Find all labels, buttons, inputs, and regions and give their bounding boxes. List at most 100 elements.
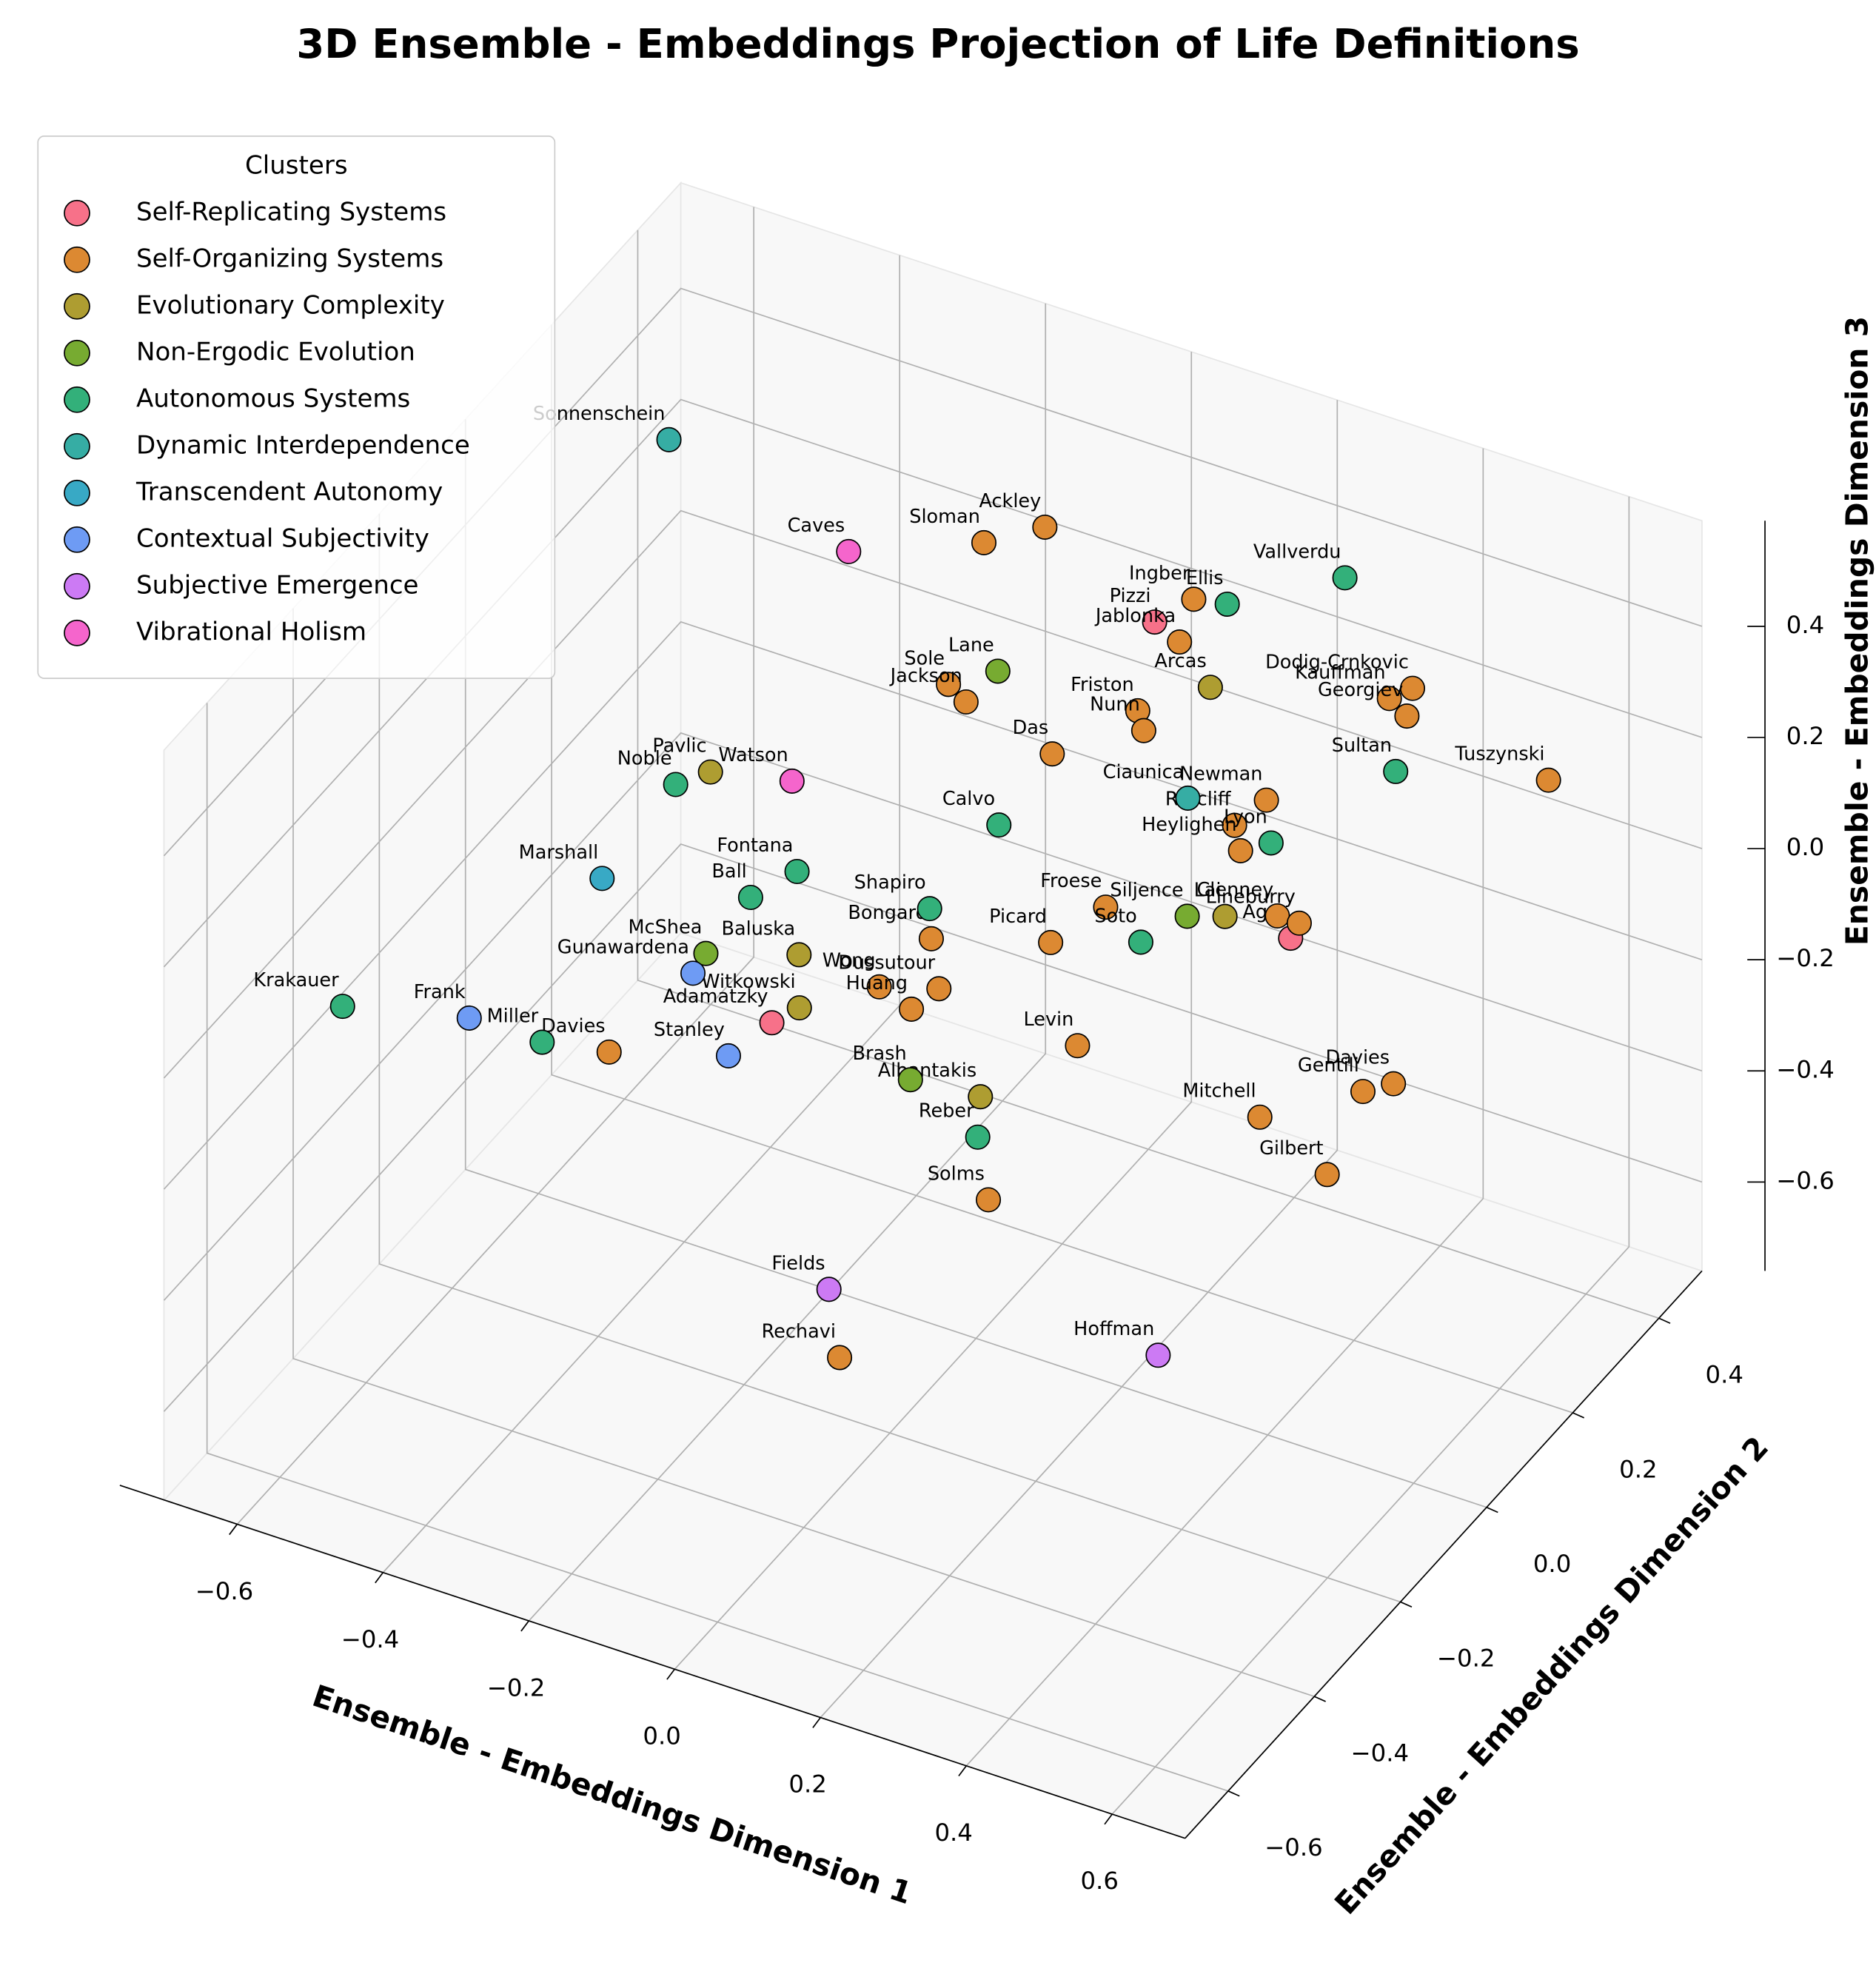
point-label: Lane (948, 634, 994, 656)
x-tick-label: −0.6 (195, 1577, 254, 1605)
point (1128, 929, 1153, 955)
x-tick (666, 1669, 675, 1680)
point-label: Krakauer (253, 969, 339, 991)
point (1381, 1071, 1407, 1097)
point (1212, 903, 1238, 929)
legend-marker (64, 479, 90, 506)
point-label: Gentili (1298, 1054, 1359, 1077)
points: PizziAdamatzkyAgarSlomanAckleyIngberJabl… (253, 403, 1561, 1371)
grid-line (163, 843, 1703, 1412)
z-tick-label: 0.2 (1786, 722, 1824, 750)
x-tick-label: −0.2 (487, 1673, 546, 1702)
point (1142, 609, 1168, 635)
point (1286, 910, 1312, 936)
point (786, 995, 812, 1021)
point-label: Fields (771, 1252, 825, 1274)
point (936, 672, 962, 698)
point (985, 658, 1011, 684)
z-tick-label: 0.0 (1786, 833, 1824, 861)
point (1065, 1033, 1091, 1059)
point (1032, 514, 1058, 540)
y-tick (1658, 1317, 1671, 1324)
point (1197, 675, 1223, 700)
legend-marker (64, 386, 90, 413)
point (1130, 717, 1156, 743)
point-label: Wong (823, 950, 876, 972)
grid-line (820, 400, 1339, 1719)
legend-label: Non-Ergodic Evolution (136, 337, 415, 367)
point-label: Dussutour (838, 951, 935, 974)
point (786, 942, 812, 968)
y-tick (1227, 1790, 1240, 1797)
point-label: Solms (928, 1163, 985, 1185)
legend-label: Self-Replicating Systems (136, 197, 446, 227)
point (1039, 741, 1065, 767)
point-label: Froese (1040, 870, 1102, 892)
point-label: Kauffman (1295, 661, 1385, 683)
grid-line (236, 207, 754, 1525)
point-label: Newman (1179, 763, 1262, 786)
point-label: Adamatzky (663, 986, 768, 1008)
z-tick-label: 0.4 (1786, 611, 1824, 639)
point (918, 926, 944, 951)
z-axis-label: Ensemble - Embeddings Dimension 3 (1840, 316, 1875, 946)
point-label: Sloman (909, 506, 980, 528)
legend-label: Evolutionary Complexity (136, 290, 445, 320)
point-label: Lyon (1224, 806, 1267, 828)
point (680, 960, 706, 986)
z-tick-label: −0.2 (1776, 944, 1835, 972)
point (329, 994, 355, 1020)
point (1314, 1162, 1340, 1188)
grid-line (637, 230, 1659, 1319)
grid-line (292, 608, 1315, 1697)
point-label: Friston (1071, 674, 1134, 696)
point-label: Vallverdu (1253, 541, 1341, 563)
x-tick-label: −0.4 (341, 1625, 400, 1653)
point-label: Sultan (1332, 735, 1392, 757)
y-tick-label: 0.0 (1533, 1550, 1571, 1578)
point (1181, 586, 1207, 612)
legend-label: Dynamic Interdependence (136, 430, 470, 460)
point-label: Ciaunica (1103, 761, 1185, 783)
point-label: Ingber (1129, 562, 1190, 584)
point-label: Lineburry (1206, 886, 1296, 909)
x-tick (520, 1620, 529, 1632)
point-label: Ellis (1186, 567, 1224, 589)
grid-line (1111, 496, 1630, 1815)
legend-label: Contextual Subjectivity (136, 523, 429, 553)
point (1174, 903, 1200, 929)
point (1350, 1079, 1376, 1105)
point (1227, 837, 1253, 863)
point-label: Watson (718, 744, 788, 766)
point (596, 1039, 622, 1065)
point-label: Witkowski (701, 971, 795, 993)
point-label: Clenney (1196, 879, 1273, 901)
y-tick-label: 0.2 (1619, 1455, 1657, 1483)
point (965, 1124, 991, 1150)
point (1383, 758, 1409, 784)
point-label: Mitchell (1182, 1080, 1256, 1103)
chart-title: 3D Ensemble - Embeddings Projection of L… (296, 20, 1579, 67)
point-label: Arcas (1154, 650, 1206, 672)
point-label: Shapiro (854, 872, 926, 894)
point-label: Levin (1023, 1008, 1073, 1031)
point-label: Ball (711, 860, 746, 883)
x-axis-line (119, 1485, 1186, 1839)
grid-line (528, 303, 1047, 1622)
y-tick (1572, 1412, 1585, 1419)
point (589, 866, 615, 892)
point (926, 976, 952, 1002)
point (1376, 686, 1402, 712)
x-tick (958, 1765, 967, 1777)
z-tick-label: −0.6 (1776, 1166, 1835, 1194)
point-label: Gilbert (1259, 1137, 1323, 1160)
grid-line (378, 513, 1401, 1603)
point (663, 772, 689, 797)
grid-line (965, 448, 1484, 1767)
x-tick (812, 1717, 821, 1728)
legend-marker (64, 619, 90, 646)
point (737, 884, 763, 911)
y-tick (1486, 1506, 1498, 1513)
